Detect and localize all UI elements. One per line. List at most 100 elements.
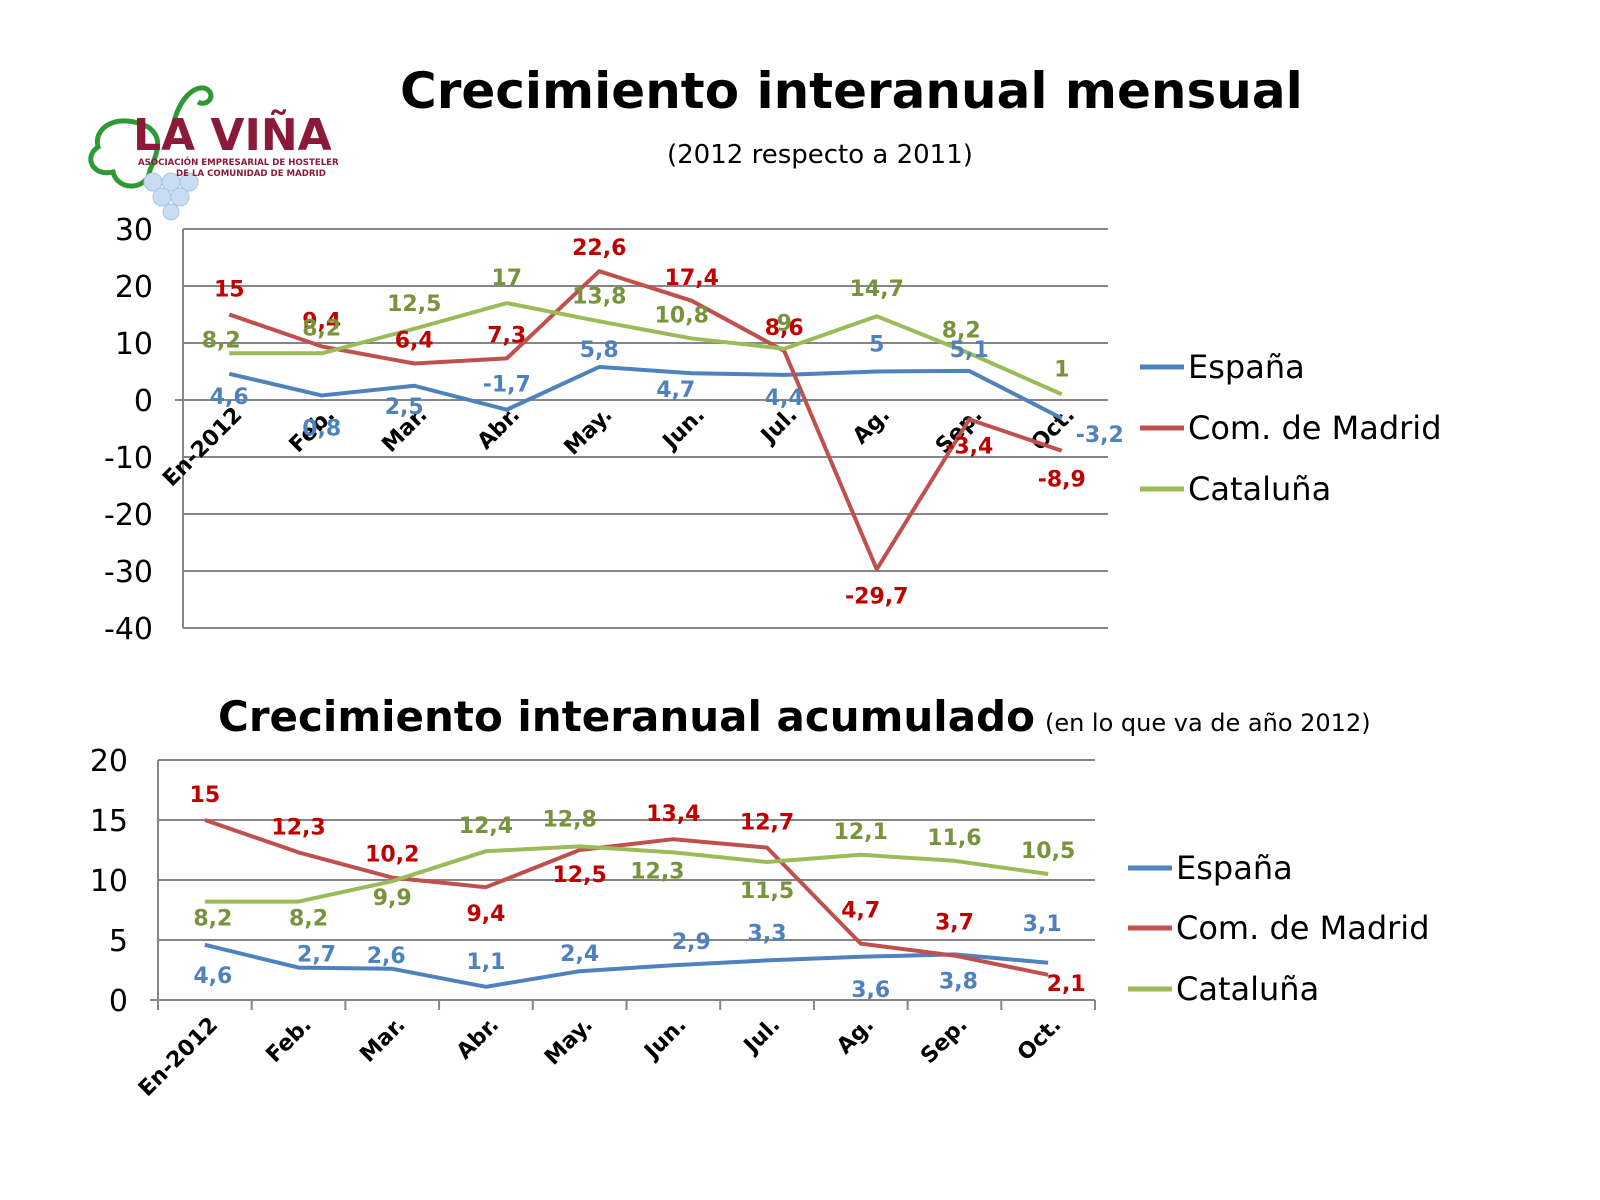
logo-line2: DE LA COMUNIDAD DE MADRID (176, 169, 326, 179)
data-label-cataluna: 8,2 (942, 318, 981, 343)
x-tick-label: May. (560, 403, 618, 461)
data-label-espana: 2,9 (672, 930, 711, 955)
data-label-madrid: 4,7 (841, 899, 880, 924)
y-tick-label: 15 (90, 804, 128, 839)
series-line-madrid (228, 269, 1063, 572)
data-label-espana: -1,7 (483, 373, 531, 398)
x-tick-label: May. (540, 1013, 598, 1071)
data-label-cataluna: 12,8 (543, 807, 597, 832)
data-label-espana: 2,4 (560, 942, 599, 967)
la-vina-logo: LA VIÑA ASOCIACIÓN EMPRESARIAL DE HOSTEL… (88, 85, 338, 221)
data-label-madrid: 13,4 (646, 802, 700, 827)
legend-entry: Com. de Madrid (1176, 909, 1430, 947)
chart-2: 20 15 10 5 0En-2012 Feb. Mar. Abr. May. Jun. Jul. A… (90, 744, 1430, 1102)
chart2-title: Crecimiento interanual acumulado (218, 692, 1035, 741)
y-tick-label: 30 (115, 213, 153, 248)
x-tick-label: Jul. (738, 1013, 785, 1060)
series-line-madrid (204, 818, 1049, 977)
data-label-madrid: 3,7 (935, 911, 974, 936)
data-label-madrid: -29,7 (845, 584, 908, 609)
legend-entry: Cataluña (1188, 470, 1331, 508)
data-label-espana: 4,6 (193, 964, 232, 989)
data-label-madrid: 12,7 (740, 811, 794, 836)
series-line-espana (204, 942, 1049, 989)
data-label-espana: 3,8 (939, 969, 978, 994)
x-tick-label: Abr. (473, 403, 525, 455)
data-label-cataluna: 14,7 (850, 277, 904, 302)
data-label-cataluna: 8,2 (193, 907, 232, 932)
logo-name: LA VIÑA (133, 108, 332, 161)
data-label-cataluna: 11,5 (740, 879, 794, 904)
y-tick-label: 20 (115, 270, 153, 305)
data-label-madrid: 15 (190, 783, 221, 808)
data-label-cataluna: 8,2 (302, 316, 341, 341)
series-line-cataluna (204, 844, 1049, 904)
y-tick-label: -30 (104, 555, 153, 590)
data-label-espana: 2,6 (367, 944, 406, 969)
x-tick-label: Sep. (916, 1013, 972, 1069)
x-tick-label: Jun. (639, 1013, 692, 1066)
legend-entry: Com. de Madrid (1188, 409, 1442, 447)
data-label-espana: 2,5 (385, 395, 424, 420)
y-tick-label: -20 (104, 498, 153, 533)
x-tick-label: En-2012 (158, 403, 247, 492)
data-label-espana: 5,8 (580, 338, 619, 363)
data-label-cataluna: 9 (777, 312, 792, 337)
data-label-madrid: 12,3 (271, 815, 325, 840)
data-label-madrid: 22,6 (572, 236, 626, 261)
legend-entry: Cataluña (1176, 970, 1319, 1008)
y-tick-label: -40 (104, 612, 153, 647)
data-label-madrid: 6,4 (395, 329, 434, 354)
y-tick-label: 5 (109, 924, 128, 959)
data-label-madrid: 9,4 (302, 309, 341, 334)
data-label-madrid: -8,9 (1038, 468, 1086, 493)
x-tick-label: Feb. (262, 1013, 317, 1068)
data-label-madrid: 2,1 (1047, 972, 1086, 997)
data-label-cataluna: 9,9 (373, 886, 412, 911)
data-label-cataluna: 12,4 (459, 814, 513, 839)
chart1-title: Crecimiento interanual mensual (400, 62, 1303, 120)
data-label-espana: 2,7 (297, 943, 336, 968)
data-label-madrid: 9,4 (466, 902, 505, 927)
data-label-cataluna: 1 (1054, 357, 1069, 382)
data-label-espana: 3,6 (851, 978, 890, 1003)
y-tick-label: 0 (134, 384, 153, 419)
data-label-cataluna: 17 (491, 266, 522, 291)
data-label-cataluna: 12,1 (834, 820, 888, 845)
x-tick-label: Abr. (452, 1013, 504, 1065)
data-label-madrid: 7,3 (487, 323, 526, 348)
legend-entry: España (1176, 849, 1293, 887)
vine-tendril-icon (170, 85, 214, 128)
data-label-cataluna: 10,5 (1021, 839, 1075, 864)
x-tick-label: Oct. (1013, 1013, 1066, 1066)
x-tick-label: Mar. (355, 1013, 410, 1068)
data-label-espana: 1,1 (466, 950, 505, 975)
series-line-espana (228, 364, 1063, 421)
data-label-cataluna: 12,5 (387, 292, 441, 317)
data-label-espana: 4,6 (210, 385, 249, 410)
y-tick-label: -10 (104, 441, 153, 476)
x-tick-label: Ag. (848, 403, 895, 450)
y-tick-label: 10 (90, 864, 128, 899)
data-label-cataluna: 8,2 (202, 328, 241, 353)
y-tick-label: 20 (90, 744, 128, 779)
chart1-subtitle: (2012 respecto a 2011) (667, 140, 973, 170)
data-label-espana: 3,1 (1023, 912, 1062, 937)
data-label-cataluna: 12,3 (630, 859, 684, 884)
data-label-madrid: 17,4 (665, 266, 719, 291)
data-label-espana: -3,2 (1076, 423, 1124, 448)
data-label-madrid: -3,4 (945, 434, 993, 459)
data-label-cataluna: 11,6 (927, 826, 981, 851)
x-tick-label: En-2012 (134, 1013, 223, 1102)
data-label-cataluna: 10,8 (655, 303, 709, 328)
data-label-madrid: 8,6 (765, 316, 804, 341)
data-label-madrid: 12,5 (553, 863, 607, 888)
data-label-madrid: 10,2 (365, 843, 419, 868)
vine-leaf-icon (88, 118, 161, 189)
grapes-icon (143, 172, 199, 221)
legend-entry: España (1188, 348, 1305, 386)
x-tick-label: Ag. (832, 1013, 879, 1060)
data-label-espana: 5,1 (950, 338, 989, 363)
